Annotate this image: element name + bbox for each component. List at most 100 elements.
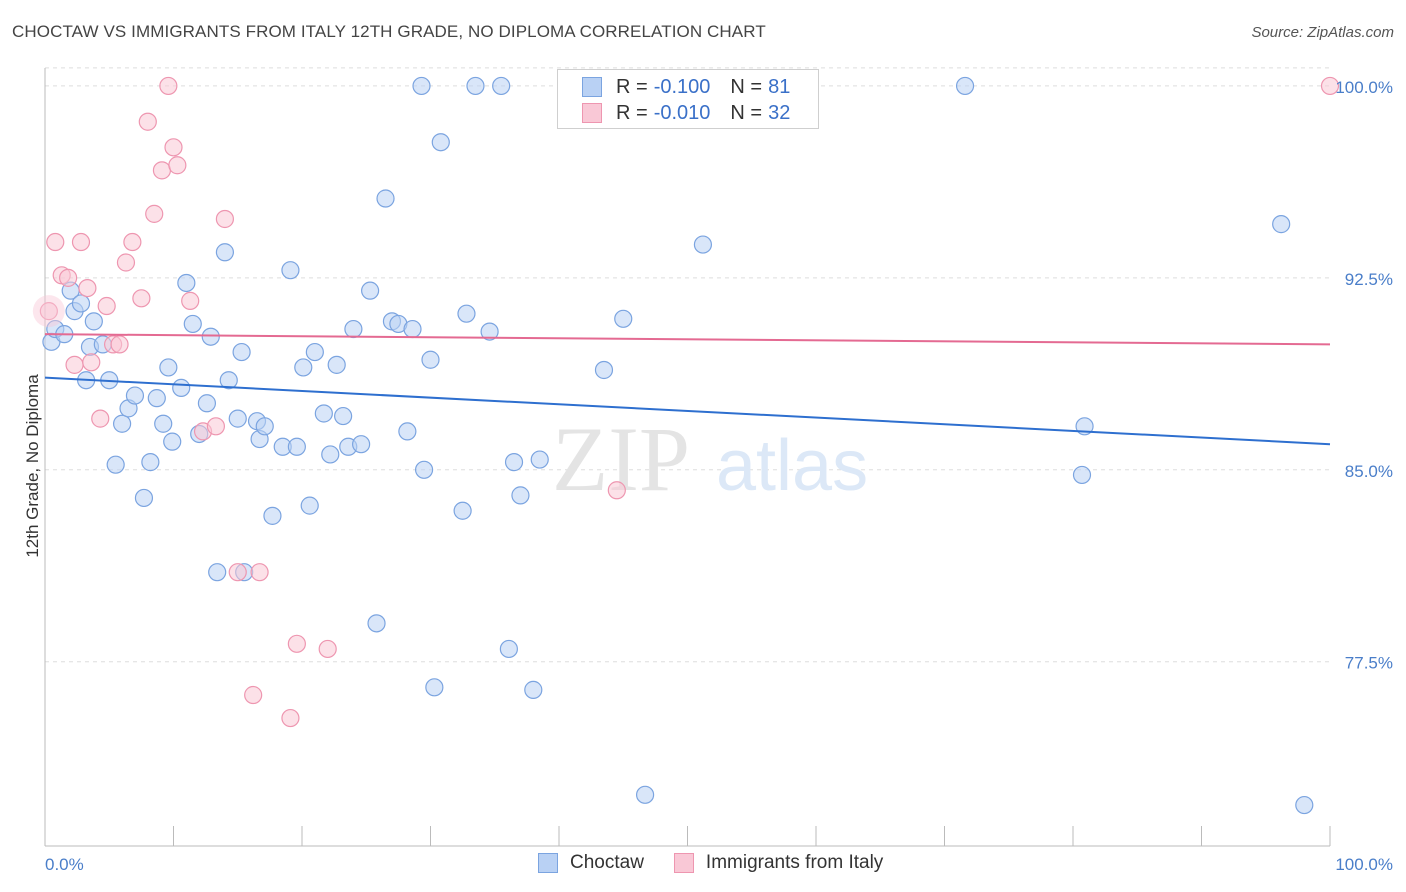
legend-n-label: N = bbox=[730, 75, 763, 98]
tick-labels: 77.5% 85.0% 92.5% 100.0% 0.0% 100.0% bbox=[45, 78, 1393, 874]
italy-point bbox=[206, 417, 226, 436]
choctaw-point bbox=[159, 358, 178, 377]
trend-lines bbox=[44, 333, 1331, 446]
legend-swatch-choctaw bbox=[582, 77, 602, 97]
italy-point bbox=[78, 278, 97, 298]
italy-point bbox=[318, 639, 337, 659]
choctaw-point bbox=[228, 409, 247, 428]
trend-line-italy bbox=[44, 333, 1331, 346]
choctaw-point bbox=[425, 678, 444, 697]
choctaw-point bbox=[431, 133, 450, 152]
axes bbox=[44, 68, 1331, 847]
y-tick-label: 92.5% bbox=[1345, 270, 1393, 289]
watermark-atlas: atlas bbox=[716, 426, 868, 506]
choctaw-point bbox=[163, 432, 182, 451]
choctaw-point bbox=[414, 460, 434, 479]
choctaw-point bbox=[367, 614, 386, 633]
choctaw-point bbox=[398, 422, 417, 441]
italy-point bbox=[59, 268, 78, 287]
italy-point bbox=[132, 289, 151, 308]
choctaw-point bbox=[183, 314, 202, 334]
legend-r-label: R = bbox=[616, 75, 648, 98]
choctaw-point bbox=[457, 304, 476, 323]
italy-point bbox=[152, 161, 172, 180]
choctaw-point bbox=[352, 435, 371, 454]
choctaw-point bbox=[614, 309, 633, 328]
italy-point bbox=[97, 296, 116, 316]
legend-swatch-choctaw bbox=[538, 853, 558, 873]
watermark: ZIP atlas bbox=[552, 408, 868, 510]
choctaw-point bbox=[112, 414, 132, 433]
choctaw-point bbox=[344, 319, 363, 339]
choctaw-point bbox=[314, 404, 333, 423]
legend-label-italy: Immigrants from Italy bbox=[705, 852, 884, 873]
choctaw-point bbox=[294, 358, 313, 377]
choctaw-point bbox=[524, 680, 543, 699]
choctaw-point bbox=[1295, 795, 1314, 815]
italy-point bbox=[123, 232, 142, 252]
italy-point bbox=[168, 156, 187, 175]
italy-point bbox=[138, 112, 157, 131]
italy-point bbox=[181, 291, 200, 310]
legend-item-italy[interactable]: Immigrants from Italy bbox=[673, 852, 884, 874]
choctaw-point bbox=[201, 327, 220, 346]
legend-n-value: 81 bbox=[768, 75, 791, 98]
choctaw-point bbox=[172, 378, 191, 398]
italy-point bbox=[287, 634, 306, 653]
legend-item-choctaw[interactable]: Choctaw bbox=[538, 852, 644, 874]
x-tick-label: 100.0% bbox=[1335, 855, 1393, 874]
italy-point bbox=[1320, 76, 1340, 96]
choctaw-point bbox=[147, 389, 166, 408]
italy-point bbox=[159, 76, 178, 96]
choctaw-point bbox=[334, 406, 353, 426]
choctaw-point bbox=[453, 501, 472, 520]
italy-point bbox=[281, 708, 300, 728]
choctaw-point bbox=[255, 417, 274, 436]
choctaw-point bbox=[321, 445, 340, 464]
italy-point bbox=[91, 409, 110, 428]
choctaw-point bbox=[287, 437, 306, 456]
italy-point bbox=[607, 481, 626, 500]
choctaw-point bbox=[141, 453, 160, 472]
choctaw-point bbox=[594, 360, 614, 380]
choctaw-point bbox=[281, 261, 300, 280]
legend-r-value: -0.010 bbox=[653, 101, 711, 124]
italy-point bbox=[228, 563, 247, 582]
series-italy-points bbox=[32, 76, 1340, 728]
italy-point bbox=[145, 204, 164, 223]
italy-point bbox=[46, 232, 65, 252]
legend-row-italy: R = -0.010 N = 32 bbox=[582, 101, 790, 125]
choctaw-point bbox=[403, 319, 422, 339]
italy-point bbox=[244, 685, 263, 705]
choctaw-point bbox=[635, 785, 655, 804]
choctaw-point bbox=[466, 76, 485, 96]
choctaw-point bbox=[84, 312, 103, 331]
choctaw-point bbox=[134, 488, 154, 508]
choctaw-point bbox=[693, 235, 713, 254]
choctaw-point bbox=[327, 355, 346, 374]
choctaw-point bbox=[499, 639, 518, 659]
choctaw-point bbox=[208, 563, 227, 582]
italy-point bbox=[215, 209, 234, 229]
choctaw-point bbox=[219, 371, 238, 390]
legend-n-value: 32 bbox=[768, 101, 791, 124]
choctaw-point bbox=[361, 281, 380, 300]
choctaw-point bbox=[177, 273, 196, 293]
choctaw-point bbox=[215, 243, 234, 262]
legend-n-label: N = bbox=[730, 101, 763, 124]
trend-line-choctaw bbox=[44, 376, 1331, 446]
choctaw-point bbox=[511, 486, 530, 505]
legend-swatch-italy bbox=[673, 853, 694, 873]
y-tick-label: 77.5% bbox=[1345, 654, 1393, 673]
choctaw-point bbox=[263, 506, 282, 525]
y-axis-label: 12th Grade, No Diploma bbox=[23, 374, 42, 558]
italy-point bbox=[164, 138, 183, 157]
italy-point bbox=[71, 232, 91, 252]
italy-point bbox=[116, 253, 136, 272]
choctaw-point bbox=[154, 414, 173, 433]
choctaw-point bbox=[106, 455, 125, 474]
choctaw-point bbox=[530, 450, 549, 469]
choctaw-point bbox=[955, 76, 975, 96]
series-legend: Choctaw Immigrants from Italy bbox=[538, 852, 913, 874]
